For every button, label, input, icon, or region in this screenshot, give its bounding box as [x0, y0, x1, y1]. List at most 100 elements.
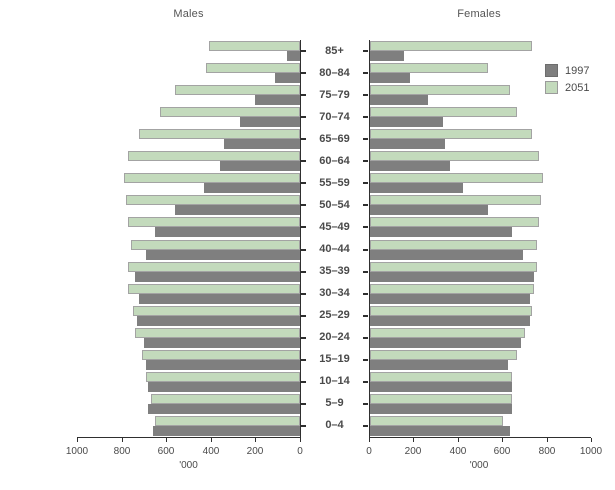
axis-tick: [363, 358, 368, 361]
axis-tick: [363, 380, 368, 383]
axis-tick: [363, 138, 368, 141]
bar-female-2051-60–64: [370, 151, 539, 162]
bar-male-1997-85+: [287, 51, 300, 61]
bar-male-1997-15–19: [146, 359, 300, 370]
x-axis-tick-label: 200: [404, 446, 422, 457]
bar-female-1997-45–49: [370, 227, 512, 238]
x-axis-tick: [166, 438, 167, 442]
bar-female-2051-50–54: [370, 195, 541, 206]
x-axis-tick: [300, 438, 301, 442]
bar-male-1997-35–39: [135, 271, 300, 282]
bar-male-2051-60–64: [128, 151, 300, 162]
bar-female-2051-0–4: [370, 415, 503, 426]
bar-female-1997-30–34: [370, 293, 530, 304]
x-axis-tick: [255, 438, 256, 442]
x-axis-tick-label: 400: [449, 446, 467, 457]
bar-female-2051-65–69: [370, 129, 532, 140]
bar-male-2051-0–4: [155, 415, 300, 426]
bar-male-2051-25–29: [133, 305, 300, 316]
bar-female-2051-30–34: [370, 283, 534, 294]
axis-tick: [301, 314, 306, 317]
axis-tick: [301, 336, 306, 339]
bar-female-1997-20–24: [370, 337, 521, 348]
male-x-axis: 0 200 400 600 800 1000: [66, 437, 303, 468]
axis-tick: [363, 248, 368, 251]
bar-female-2051-10–14: [370, 371, 512, 382]
age-labels-column: 85+ 80–84 75–79 70–74 65–69 60–64 55–59 50–54 45…: [301, 40, 368, 437]
age-group-label: 80–84: [319, 66, 350, 79]
x-axis-tick: [211, 438, 212, 442]
axis-tick: [363, 72, 368, 75]
bar-female-1997-75–79: [370, 95, 428, 106]
x-axis-tick-label: 600: [493, 446, 511, 457]
bar-male-2051-75–79: [175, 85, 300, 96]
female-x-axis: 0 200 400 600 800 1000: [366, 437, 602, 468]
axis-tick: [301, 226, 306, 229]
bar-female-2051-20–24: [370, 327, 525, 338]
bar-male-1997-45–49: [155, 227, 300, 238]
male-axis-unit-label: '000: [179, 460, 198, 471]
x-axis-tick-label: 0: [366, 446, 372, 457]
bar-male-1997-70–74: [240, 117, 300, 128]
bar-male-2051-80–84: [206, 63, 300, 74]
axis-tick: [301, 94, 306, 97]
axis-tick: [363, 226, 368, 229]
x-axis-tick-label: 400: [202, 446, 220, 457]
bar-male-1997-0–4: [153, 425, 300, 436]
axis-tick: [363, 160, 368, 163]
bar-male-2051-5–9: [151, 393, 300, 404]
x-axis-tick-label: 1000: [65, 446, 89, 457]
axis-tick: [301, 292, 306, 295]
age-group-label: 75–79: [319, 88, 350, 101]
x-axis-tick-label: 0: [297, 446, 303, 457]
female-panel-title: Females: [457, 8, 501, 20]
bar-female-2051-85+: [370, 41, 532, 51]
x-axis-tick-label: 1000: [579, 446, 603, 457]
age-group-label: 50–54: [319, 198, 350, 211]
bar-female-2051-45–49: [370, 217, 539, 228]
bar-male-2051-15–19: [142, 349, 300, 360]
legend-item-1997: 1997: [545, 64, 589, 77]
bar-female-1997-65–69: [370, 139, 445, 150]
x-axis-tick: [77, 438, 78, 442]
age-group-label: 85+: [325, 44, 344, 57]
age-group-label: 0–4: [325, 419, 344, 432]
bar-male-2051-30–34: [128, 283, 300, 294]
bar-male-2051-50–54: [126, 195, 300, 206]
female-plot-area: [369, 40, 592, 437]
axis-tick: [363, 94, 368, 97]
bar-male-1997-80–84: [275, 73, 300, 84]
age-group-label: 20–24: [319, 331, 350, 344]
legend-label-2051: 2051: [565, 81, 590, 94]
bar-female-2051-5–9: [370, 393, 512, 404]
age-group-label: 45–49: [319, 220, 350, 233]
male-panel-title: Males: [173, 8, 204, 20]
axis-tick: [363, 402, 368, 405]
bar-male-2051-55–59: [124, 173, 300, 184]
x-axis-tick: [458, 438, 459, 442]
x-axis-tick: [122, 438, 123, 442]
bar-male-1997-10–14: [148, 381, 300, 392]
bar-male-1997-20–24: [144, 337, 300, 348]
axis-tick: [301, 402, 306, 405]
age-group-label: 5–9: [325, 397, 344, 410]
legend-item-2051: 2051: [545, 81, 589, 94]
bar-female-1997-25–29: [370, 315, 530, 326]
axis-tick: [363, 204, 368, 207]
legend-swatch-1997: [545, 64, 558, 77]
bar-male-1997-5–9: [148, 403, 300, 414]
axis-tick: [301, 50, 306, 52]
age-group-label: 40–44: [319, 243, 350, 255]
bar-male-2051-45–49: [128, 217, 300, 228]
bar-female-1997-40–44: [370, 249, 523, 260]
bar-male-1997-40–44: [146, 249, 300, 260]
age-group-label: 25–29: [319, 309, 350, 322]
bar-male-1997-30–34: [139, 293, 300, 304]
bar-female-2051-15–19: [370, 349, 517, 360]
legend-swatch-2051: [545, 81, 558, 94]
axis-tick: [301, 182, 306, 185]
male-plot-area: [77, 40, 301, 437]
female-axis-unit-label: '000: [469, 460, 489, 471]
bar-female-1997-60–64: [370, 161, 450, 172]
